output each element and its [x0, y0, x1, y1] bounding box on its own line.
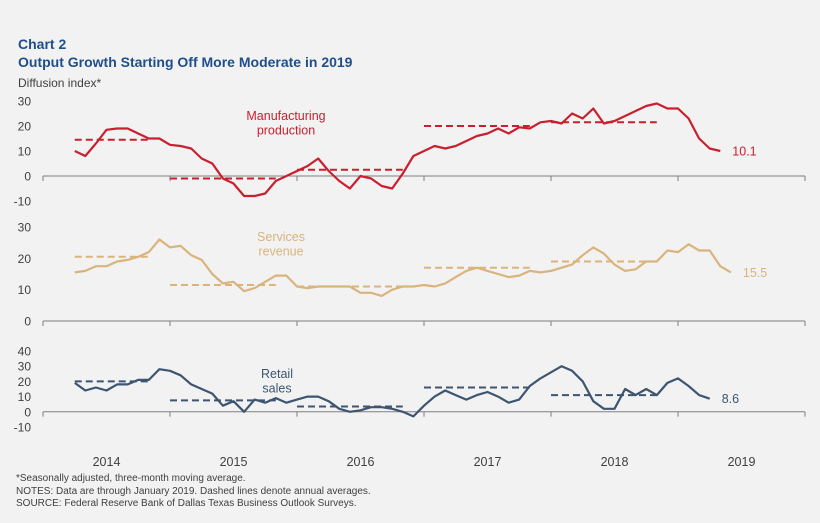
series-line-ret	[74, 365, 711, 418]
footnote-notes: NOTES: Data are through January 2019. Da…	[16, 485, 371, 497]
x-tick-label: 2015	[220, 455, 248, 469]
panel-mfg: -10 0 10 20 30 Manufacturing production 10.1	[14, 95, 806, 209]
series-label-line: sales	[262, 382, 291, 396]
y-tick-label: -10	[14, 421, 32, 435]
y-tick-label: 0	[24, 405, 31, 419]
series-label-line: Manufacturing	[246, 109, 325, 123]
footnotes: *Seasonally adjusted, three-month moving…	[16, 473, 371, 511]
y-tick-label: 10	[18, 145, 32, 159]
y-tick-label: 0	[24, 170, 31, 184]
y-tick-label: 30	[18, 95, 32, 109]
series-label-ret: Retail sales	[261, 367, 293, 396]
x-tick-label: 2018	[601, 455, 629, 469]
series-label-svc: Services revenue	[257, 230, 305, 259]
y-tick-label: 30	[18, 360, 32, 374]
end-value-label-ret: 8.6	[722, 392, 739, 406]
x-tick-label: 2014	[93, 455, 121, 469]
x-tick-label: 2019	[728, 455, 756, 469]
y-tick-label: -10	[14, 195, 32, 209]
y-tick-label: 20	[18, 120, 32, 134]
series-line-mfg	[74, 102, 721, 198]
series-label-line: revenue	[258, 245, 303, 259]
y-tick-label: 40	[18, 345, 32, 359]
y-tick-label: 20	[18, 252, 32, 266]
y-axis-label: Diffusion index*	[18, 76, 102, 90]
footnote-source: SOURCE: Federal Reserve Bank of Dallas T…	[16, 498, 357, 509]
series-label-line: Retail	[261, 367, 293, 381]
y-tick-label: 30	[18, 221, 32, 235]
series-label-line: production	[257, 124, 315, 138]
end-value-label-svc: 15.5	[743, 266, 767, 280]
series-label-line: Services	[257, 230, 305, 244]
y-tick-label: 10	[18, 283, 32, 297]
x-tick-label: 2017	[474, 455, 502, 469]
y-tick-label: 10	[18, 390, 32, 404]
y-tick-label: 20	[18, 375, 32, 389]
y-tick-label: 0	[24, 315, 31, 329]
series-label-mfg: Manufacturing production	[246, 109, 325, 138]
chart-title: Output Growth Starting Off More Moderate…	[18, 54, 353, 70]
end-value-label-mfg: 10.1	[732, 145, 756, 159]
chart-number: Chart 2	[18, 36, 67, 52]
x-tick-label: 2016	[347, 455, 375, 469]
panel-svc: 0 10 20 30 Services revenue 15.5	[18, 221, 806, 329]
footnote-seasonal: *Seasonally adjusted, three-month moving…	[16, 473, 246, 484]
series-line-svc	[74, 238, 732, 297]
